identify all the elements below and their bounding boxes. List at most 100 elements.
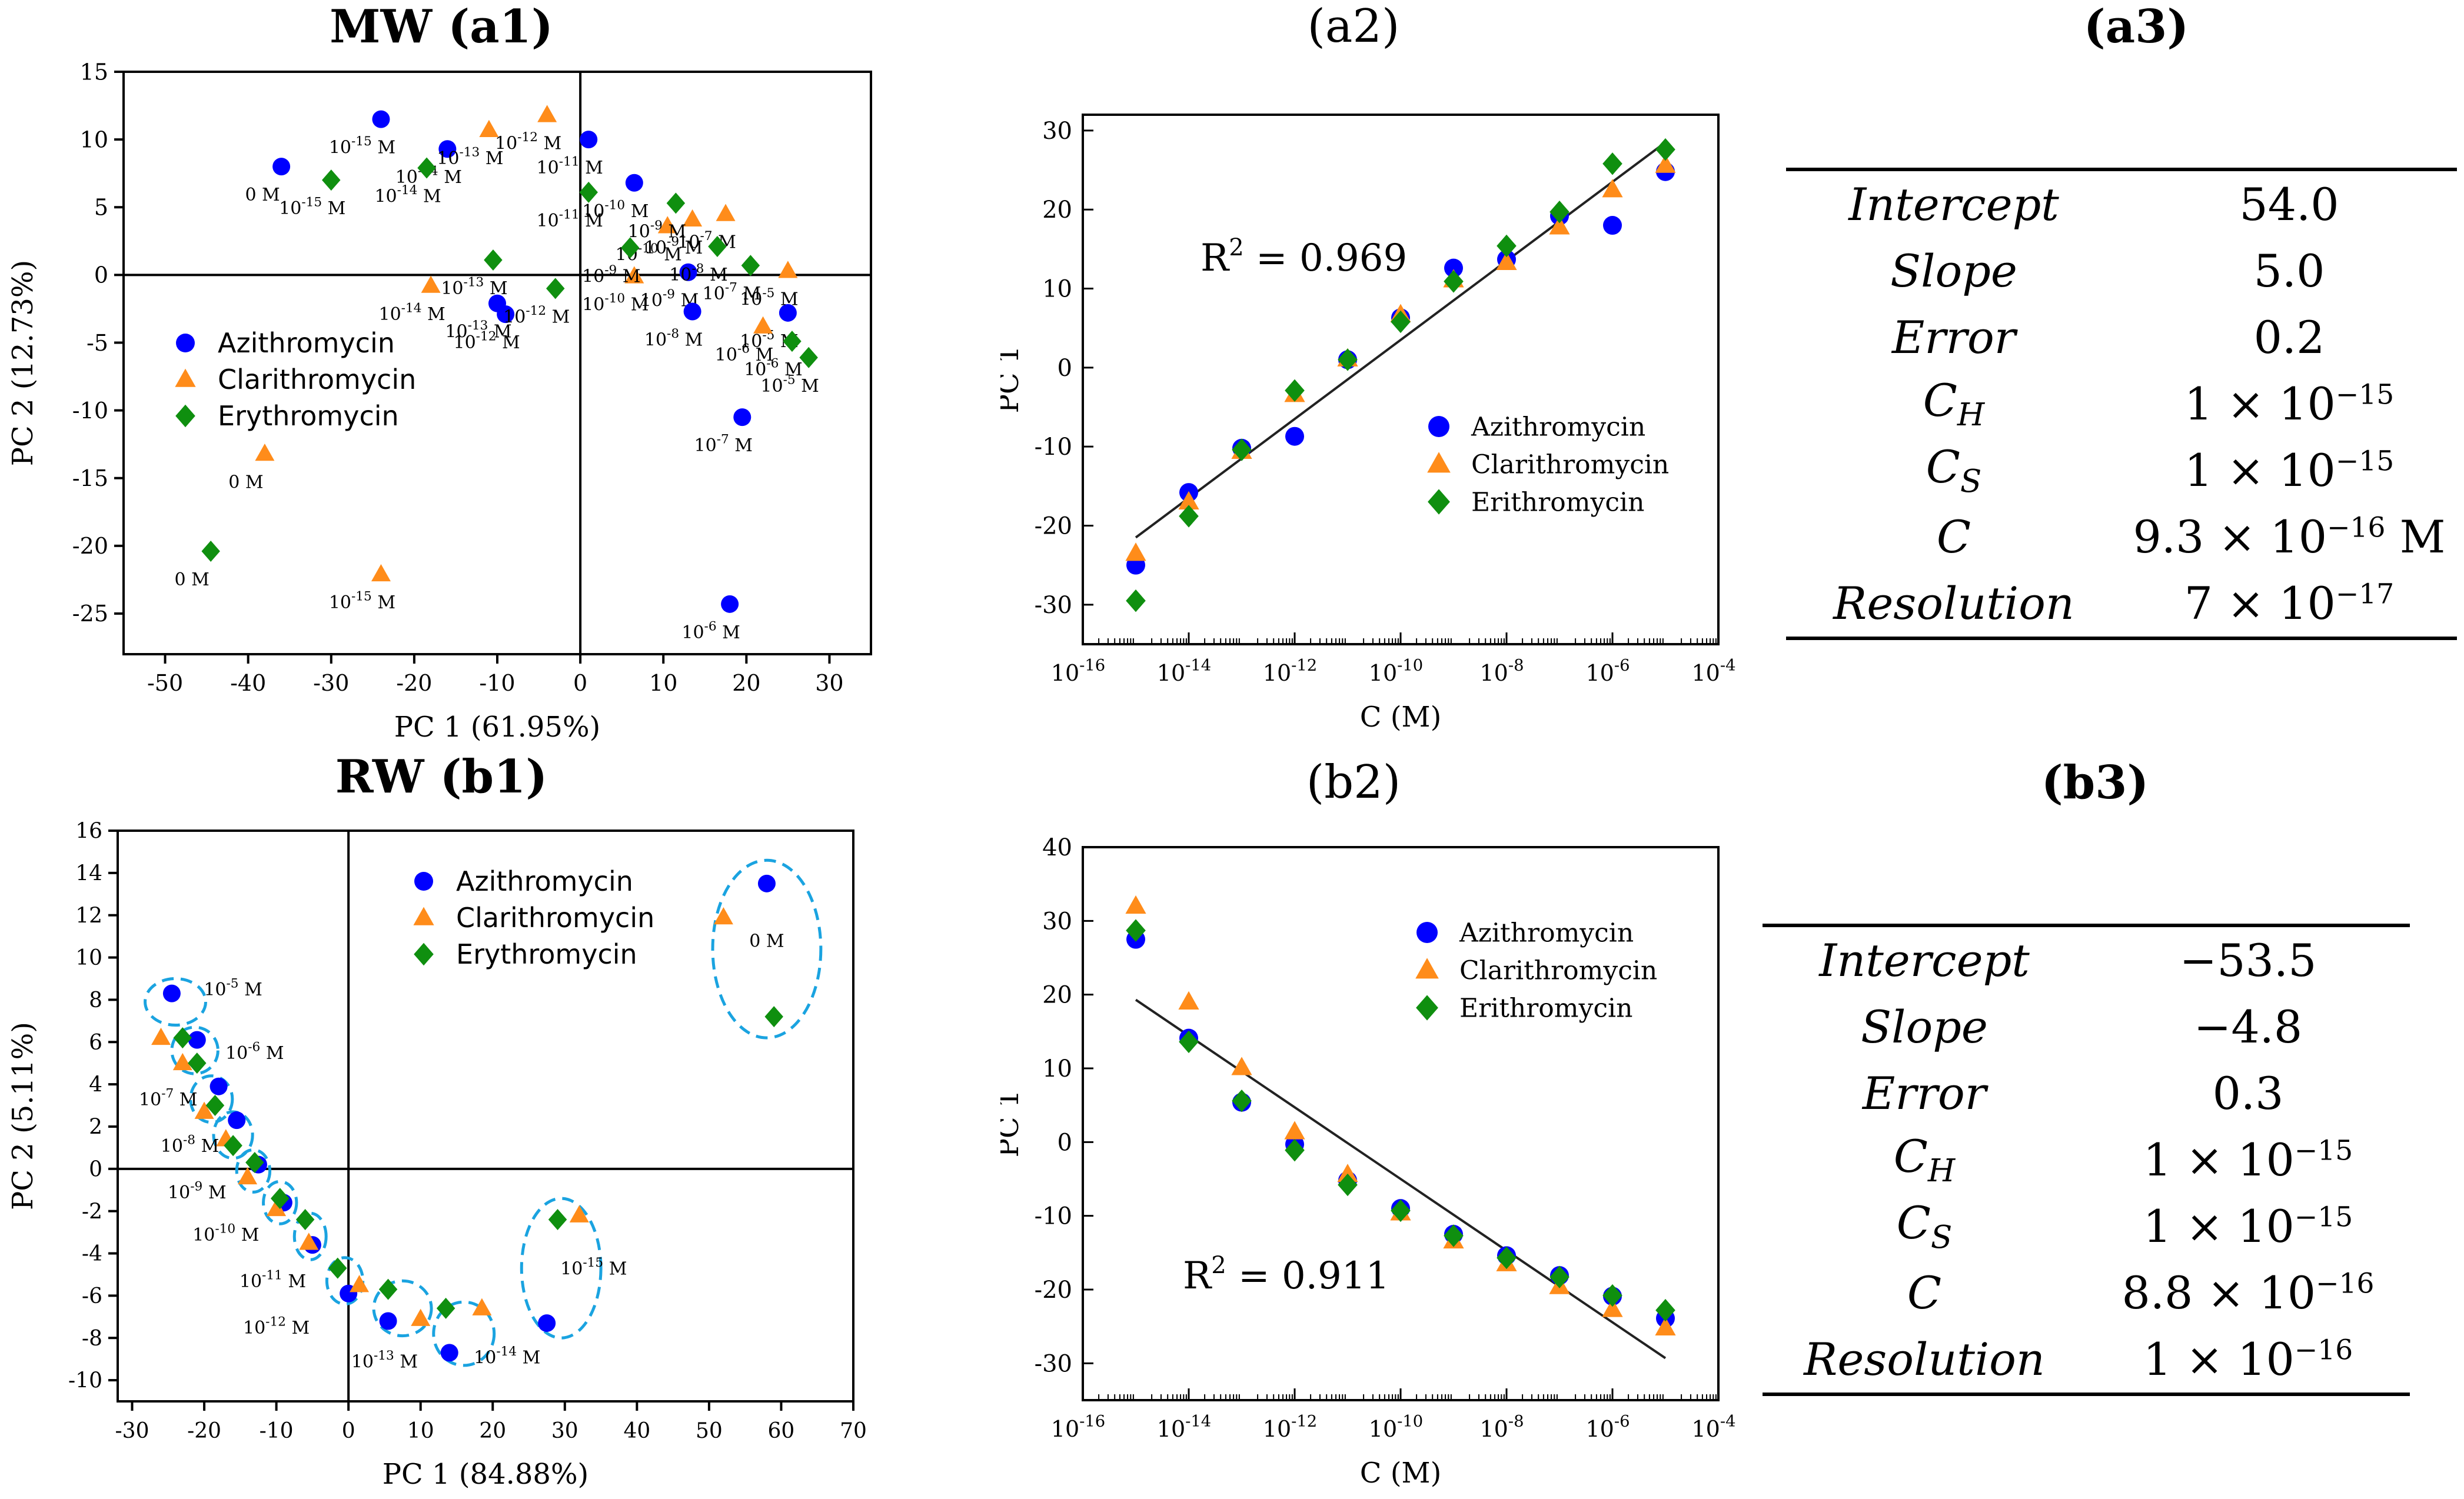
table-row: CS 1 × 10−15: [1763, 1193, 2410, 1260]
legend-label-clarithromycin: Clarithromycin: [1459, 955, 1657, 985]
table-row: Error 0.2: [1786, 304, 2457, 371]
data-point-erythromycin: [205, 1095, 225, 1117]
point-label: 10-11 M: [537, 207, 603, 231]
data-point-erithromycin: [1655, 138, 1675, 161]
group-ellipse: [711, 858, 823, 1040]
point-label: 10-13 M: [445, 318, 511, 342]
b3-title: (b3): [2007, 756, 2183, 810]
x-tick-label: 10-8: [1479, 1413, 1524, 1442]
group-ellipse: [170, 1025, 220, 1075]
point-label: 10-11 M: [240, 1268, 306, 1293]
point-label: 10-13 M: [437, 145, 503, 169]
point-label: 10-12 M: [243, 1315, 310, 1339]
data-point-erythromycin: [417, 157, 436, 179]
data-point-clarithromycin: [350, 1275, 370, 1293]
table-row: CH 1 × 10−15: [1786, 371, 2457, 437]
data-point-erithromycin: [1126, 919, 1146, 942]
y-tick-label: -10: [1035, 434, 1072, 461]
point-label: 10-7 M: [677, 229, 736, 253]
fit-line: [1135, 998, 1667, 1360]
y-tick-label: -30: [1035, 1350, 1072, 1377]
x-tick-label: 30: [815, 670, 843, 696]
legend-marker-erythromycin: [414, 942, 434, 966]
legend-label-erithromycin: Erithromycin: [1471, 487, 1644, 517]
data-point-azithromycin: [440, 1344, 458, 1362]
data-point-clarithromycin: [1655, 154, 1676, 173]
data-point-clarithromycin: [778, 261, 798, 278]
table-row: Resolution 7 × 10−17: [1786, 570, 2457, 640]
table-a3-statistics: Intercept 54.0 Slope 5.0 Error 0.2 CH 1 × 10−15…: [1786, 168, 2457, 640]
group-ellipse: [235, 1148, 272, 1194]
y-tick-label: 10: [75, 946, 102, 970]
data-point-erithromycin: [1444, 270, 1464, 293]
x-tick-label: 50: [696, 1419, 723, 1443]
table-b3-statistics: Intercept −53.5 Slope −4.8 Error 0.3 CH 1 × 10−…: [1763, 924, 2410, 1396]
point-label: 10-14 M: [378, 301, 445, 325]
a1-title: MW (a1): [294, 0, 588, 54]
b1-title-prefix: RW: [335, 750, 424, 804]
point-label: 10-7 M: [139, 1087, 198, 1111]
data-point-azithromycin: [1285, 427, 1304, 446]
data-point-clarithromycin: [1231, 1057, 1252, 1075]
data-point-clarithromycin: [1125, 542, 1146, 561]
data-point-erythromycin: [224, 1135, 242, 1157]
data-point-clarithromycin: [479, 119, 499, 137]
legend-label-erythromycin: Erythromycin: [218, 400, 399, 432]
x-tick-label: 20: [479, 1419, 506, 1443]
table-cell-label: Resolution: [1763, 1326, 2086, 1396]
table-cell-value: 0.2: [2253, 311, 2325, 364]
point-label: 0 M: [245, 185, 280, 205]
b3-title-tag: (b3): [2041, 756, 2149, 810]
data-point-clarithromycin: [1549, 216, 1570, 235]
point-label: 10-8 M: [644, 327, 703, 351]
point-label: 10-6 M: [715, 341, 774, 365]
data-point-erithromycin: [1549, 1265, 1569, 1288]
y-tick-label: -6: [82, 1284, 102, 1308]
table-cell-value: 5.0: [2253, 245, 2325, 297]
point-label: 10-9 M: [644, 234, 703, 258]
table-cell-value: 54.0: [2121, 168, 2457, 238]
x-tick-label: -20: [187, 1419, 221, 1443]
point-label: 10-7 M: [703, 281, 762, 305]
data-point-clarithromycin: [1496, 251, 1517, 270]
data-point-azithromycin: [733, 408, 751, 427]
table-cell-value: 1 × 10−15: [2184, 444, 2395, 497]
x-axis-label: PC 1 (61.95%): [394, 711, 601, 744]
table-row: C 8.8 × 10−16: [1763, 1260, 2410, 1326]
point-label: 10-13 M: [351, 1348, 418, 1373]
data-point-erythromycin: [548, 1209, 567, 1231]
table-cell-label: CS: [1896, 1197, 1953, 1256]
data-point-erythromycin: [546, 278, 565, 299]
data-point-azithromycin: [757, 874, 776, 892]
legend-label-azithromycin: Azithromycin: [456, 865, 633, 897]
table-cell-label: C: [1936, 511, 1971, 563]
table-cell-value: 7 × 10−17: [2121, 570, 2457, 640]
data-point-azithromycin: [538, 1314, 556, 1333]
legend-label-erythromycin: Erythromycin: [456, 938, 637, 970]
data-point-erythromycin: [322, 169, 341, 191]
table-row: Error 0.3: [1763, 1060, 2410, 1127]
data-point-erithromycin: [1179, 505, 1199, 528]
table-cell-label: Intercept: [1786, 168, 2121, 238]
y-tick-label: 8: [89, 988, 102, 1012]
y-tick-label: -10: [1035, 1203, 1072, 1230]
x-tick-label: -10: [260, 1419, 294, 1443]
data-point-clarithromycin: [1284, 1121, 1305, 1140]
a1-title-prefix: MW: [330, 0, 433, 54]
x-tick-label: 10-6: [1585, 657, 1630, 686]
group-ellipse: [432, 1300, 496, 1367]
b2-title: (b2): [1265, 756, 1442, 809]
data-point-erythromycin: [484, 249, 503, 271]
x-tick-label: -20: [396, 670, 432, 696]
data-point-erithromycin: [1285, 379, 1305, 402]
table-cell-value: 1 × 10−16: [2086, 1326, 2410, 1396]
data-point-clarithromycin: [1655, 1317, 1676, 1335]
a2-title: (a2): [1265, 0, 1442, 53]
chart-b1-pca-rw: -30 -20 -10 0 10 20 30 40 50 60 70-10-8-6-4-202468…: [6, 820, 867, 1491]
table-cell-value: −4.8: [2193, 1001, 2303, 1053]
table-cell-label: Slope: [1861, 1001, 1988, 1053]
y-tick-label: 4: [89, 1073, 102, 1097]
legend-label-clarithromycin: Clarithromycin: [1471, 449, 1669, 479]
data-point-erythromycin: [666, 192, 686, 214]
x-tick-label: 10: [407, 1419, 434, 1443]
